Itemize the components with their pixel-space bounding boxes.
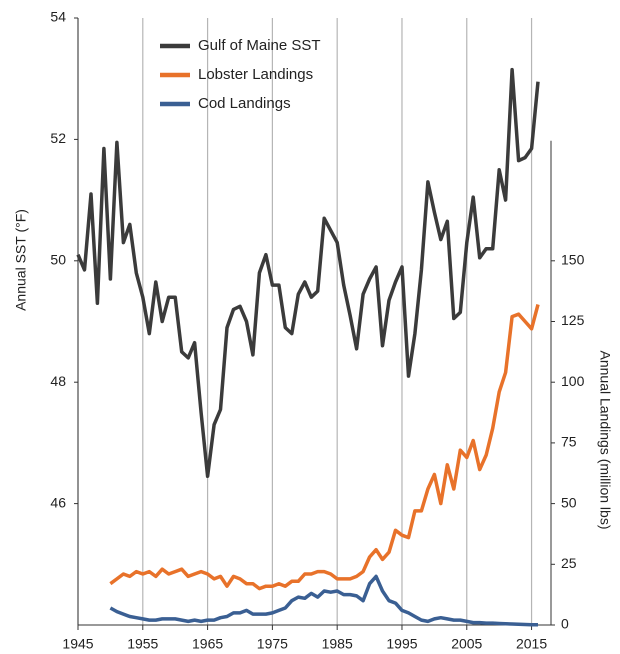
y-axis-title: Annual SST (°F)	[13, 209, 29, 311]
y2-tick-label: 100	[561, 373, 585, 389]
line-series	[76, 67, 540, 479]
y2-axis-title: Annual Landings (million lbs)	[597, 351, 613, 530]
y2-tick-label: 75	[561, 434, 577, 450]
y-tick-label: 54	[50, 9, 66, 25]
x-tick-label: 1945	[62, 636, 93, 652]
y-tick-label: 52	[50, 130, 66, 146]
line-series	[109, 304, 540, 591]
y-tick-label: 50	[50, 252, 66, 268]
x-tick-label: 1975	[257, 636, 288, 652]
x-tick-label: 2005	[451, 636, 482, 652]
x-tick-label: 1995	[386, 636, 417, 652]
legend-label: Cod Landings	[198, 95, 291, 112]
x-tick-label: 2015	[516, 636, 547, 652]
y2-tick-label: 125	[561, 312, 585, 328]
legend-label: Lobster Landings	[198, 66, 313, 83]
y2-tick-label: 50	[561, 494, 577, 510]
y-tick-label: 46	[50, 494, 66, 510]
legend: Gulf of Maine SST Lobster Landings Cod Lan…	[160, 37, 321, 112]
y-tick-label: 48	[50, 373, 66, 389]
x-tick-label: 1965	[192, 636, 223, 652]
legend-label: Gulf of Maine SST	[198, 37, 321, 54]
y2-tick-label: 150	[561, 252, 585, 268]
line-series	[109, 574, 538, 627]
x-tick-label: 1955	[127, 636, 158, 652]
x-tick-label: 1985	[322, 636, 353, 652]
y2-tick-label: 0	[561, 616, 569, 632]
y2-tick-label: 25	[561, 555, 577, 571]
